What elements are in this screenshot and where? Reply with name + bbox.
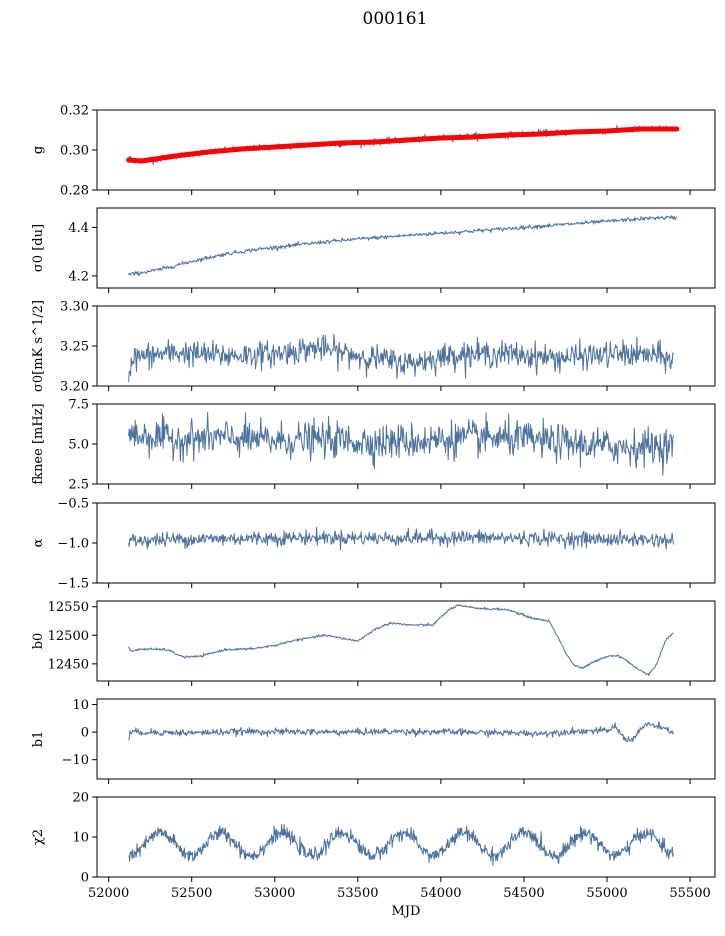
y-tick-label-g-0: 0.28 [60, 184, 89, 199]
y-tick-label-alpha-0: −1.5 [57, 577, 89, 592]
y-tick-label-g-1: 0.30 [60, 144, 89, 159]
y-tick-label-b0-0: 12450 [48, 657, 89, 672]
y-axis-label-b1: b1 [31, 731, 46, 748]
panel-sigma0-mks: 3.20 3.25 3.30 σ0[mK s^1/2] [31, 300, 716, 395]
axes-frame-b0 [96, 600, 716, 682]
y-axis-label-fknee: fknee [mHz] [31, 403, 46, 484]
series-line-fknee-0 [128, 412, 674, 476]
x-tick-label-2: 53000 [254, 886, 295, 901]
panel-b1: −10 0 10 b1 [31, 698, 716, 784]
panel-fknee: 2.5 5.0 7.5 fknee [mHz] [31, 398, 716, 493]
x-axis-label: MJD [392, 904, 421, 919]
y-axis-label-b0: b0 [31, 633, 46, 650]
x-tick-label-0: 52000 [88, 886, 129, 901]
y-axis-label-sigma0-mks: σ0[mK s^1/2] [31, 300, 46, 392]
y-tick-label-g-2: 0.32 [60, 104, 89, 119]
axes-frame-chi2 [96, 796, 716, 878]
y-tick-label-alpha-1: −1.0 [57, 537, 89, 552]
series-line-b1-0 [128, 721, 674, 743]
y-tick-label-sigma0-du-0: 4.2 [68, 269, 89, 284]
y-tick-label-b0-2: 12550 [48, 600, 89, 615]
y-tick-label-b1-0: −10 [62, 753, 89, 768]
x-tick-label-7: 55500 [669, 886, 710, 901]
y-tick-label-sigma0-mks-1: 3.25 [60, 340, 89, 355]
series-line-g-1 [126, 126, 680, 164]
x-tick-label-3: 53500 [337, 886, 378, 901]
panel-sigma0-du: 4.2 4.4 σ0 [du] [31, 207, 716, 293]
y-tick-label-chi2-0: 0 [81, 871, 89, 886]
y-tick-label-fknee-2: 7.5 [68, 398, 89, 413]
panels: 0.28 0.30 0.32 g 4.2 4.4 σ0 [du] 3.20 3.25 3.30 σ0… [31, 104, 716, 919]
y-tick-label-alpha-2: −0.5 [57, 497, 89, 512]
y-tick-label-sigma0-mks-0: 3.20 [60, 380, 89, 395]
panel-g: 0.28 0.30 0.32 g [31, 104, 716, 199]
panel-alpha: −1.5 −1.0 −0.5 α [31, 497, 716, 592]
axes-frame-sigma0-du [96, 207, 716, 289]
y-tick-label-fknee-1: 5.0 [68, 438, 89, 453]
axes-frame-b1 [96, 698, 716, 780]
y-axis-label-chi2: χ2 [31, 829, 46, 845]
y-tick-label-sigma0-mks-2: 3.30 [60, 300, 89, 315]
series-line-sigma0-mks-0 [128, 333, 674, 382]
y-tick-label-b1-2: 10 [72, 698, 89, 713]
y-axis-label-g: g [31, 146, 46, 154]
y-tick-label-sigma0-du-1: 4.4 [68, 221, 89, 236]
y-tick-label-chi2-1: 10 [72, 831, 89, 846]
y-tick-label-b0-1: 12500 [48, 629, 89, 644]
x-tick-label-4: 54000 [420, 886, 461, 901]
figure-title: 000161 [363, 9, 428, 29]
x-tick-label-1: 52500 [171, 886, 212, 901]
series-line-chi2-0 [128, 823, 674, 866]
panel-chi2: 0 10 20 χ2 52000 52500 53000 53500 54000 54500 550… [31, 791, 716, 919]
y-axis-label-alpha: α [31, 538, 46, 547]
y-axis-label-sigma0-du: σ0 [du] [31, 224, 46, 272]
x-tick-label-5: 54500 [503, 886, 544, 901]
y-tick-label-b1-1: 0 [81, 726, 89, 741]
series-line-sigma0-du-0 [128, 215, 678, 277]
series-line-alpha-0 [128, 526, 674, 551]
x-tick-label-6: 55000 [586, 886, 627, 901]
y-tick-label-chi2-2: 20 [72, 791, 89, 806]
axes-frame-g [96, 109, 716, 191]
y-tick-label-fknee-0: 2.5 [68, 478, 89, 493]
panel-b0: 12450 12500 12550 b0 [31, 600, 716, 686]
series-line-b0-0 [128, 604, 674, 676]
